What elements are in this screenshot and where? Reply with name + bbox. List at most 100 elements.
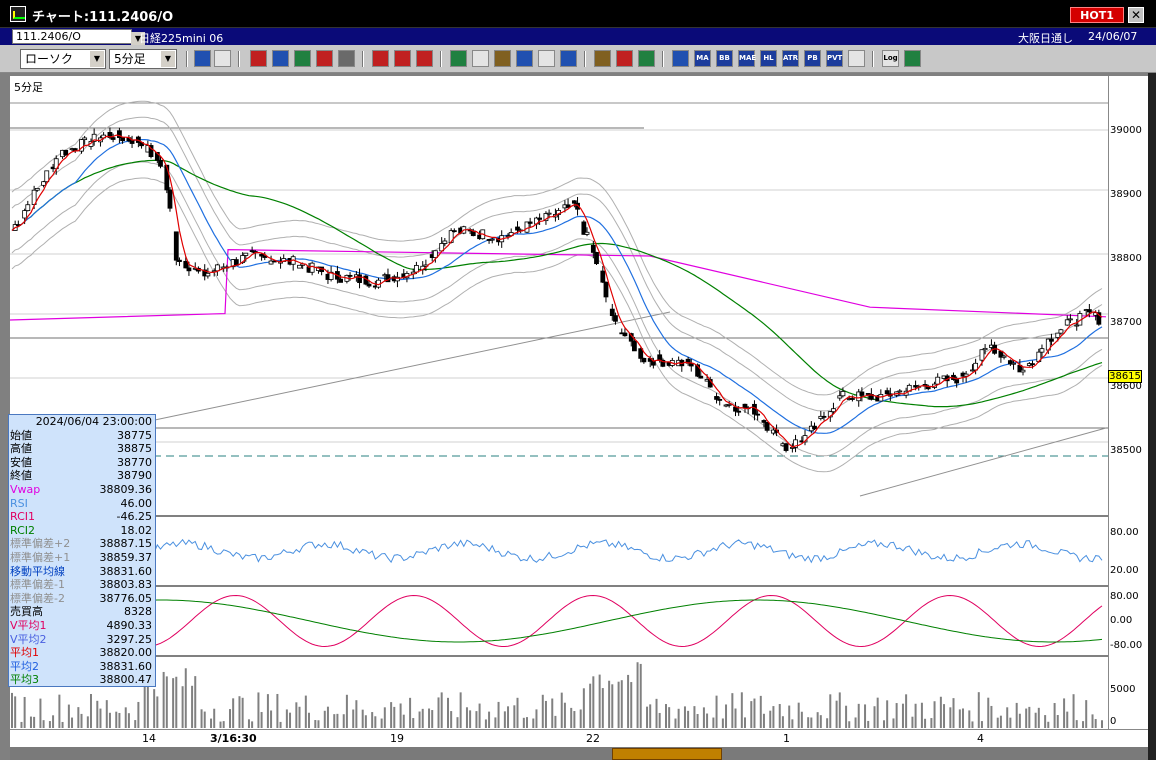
data-row-value: 38800.47 xyxy=(99,673,153,687)
rci-tick-label: 0.00 xyxy=(1110,615,1133,626)
candle-body xyxy=(793,439,798,448)
symbol-input[interactable]: 111.2406/O ▼ xyxy=(12,29,145,45)
price-chart-svg[interactable] xyxy=(9,76,1108,729)
line-draw-icon[interactable] xyxy=(450,50,467,67)
data-row: RCI1 -46.25 xyxy=(9,510,155,524)
cross-icon[interactable] xyxy=(316,50,333,67)
data-window-rows: 始値 38775 高値 38875 安値 38770 終値 38790 Vwap 38809.36… xyxy=(9,429,155,687)
volume-bar xyxy=(683,706,686,728)
bollinger-band xyxy=(11,116,1103,412)
pb-button[interactable]: PB xyxy=(804,50,821,67)
period-select[interactable]: 5分足 ▼ xyxy=(109,49,177,69)
data-row: 売買高 8328 xyxy=(9,605,155,619)
palette-icon[interactable] xyxy=(638,50,655,67)
chart-type-select[interactable]: ローソク ▼ xyxy=(20,49,106,69)
volume-bar xyxy=(706,713,709,728)
y-tick-label: 38700 xyxy=(1110,317,1142,328)
volume-bar xyxy=(1101,720,1103,728)
volume-bar xyxy=(484,719,487,728)
wrench-icon[interactable] xyxy=(616,50,633,67)
disabled-icon[interactable] xyxy=(338,50,355,67)
add-chart-icon[interactable] xyxy=(904,50,921,67)
volume-bar xyxy=(203,711,206,728)
volume-bar xyxy=(731,693,734,728)
candle-body xyxy=(158,159,163,167)
title-bar[interactable]: チャート:111.2406/O HOT1 ✕ xyxy=(0,0,1156,28)
zoom-out-icon[interactable] xyxy=(214,50,231,67)
ma-button[interactable]: MA xyxy=(694,50,711,67)
volume-bar xyxy=(601,688,604,728)
bb-button[interactable]: BB xyxy=(716,50,733,67)
close-window-button[interactable]: ✕ xyxy=(1128,7,1144,23)
volume-bar xyxy=(115,711,118,728)
volume-bar xyxy=(352,709,355,728)
volume-bar xyxy=(374,716,377,728)
arrow-icon[interactable] xyxy=(516,50,533,67)
data-row-label: 移動平均線 xyxy=(10,564,65,578)
plot-area[interactable] xyxy=(9,76,1108,729)
download-icon[interactable] xyxy=(250,50,267,67)
trend-icon[interactable] xyxy=(472,50,489,67)
candle-body xyxy=(584,231,590,235)
volume-bar xyxy=(447,697,449,728)
scrollbar-thumb[interactable] xyxy=(612,748,722,760)
rsi-line xyxy=(11,538,1103,564)
volume-bar xyxy=(1053,703,1056,728)
volume-bar xyxy=(1006,707,1009,728)
document-icon[interactable] xyxy=(538,50,555,67)
trash-icon[interactable] xyxy=(560,50,577,67)
mae-button[interactable]: MAE xyxy=(738,50,756,67)
volume-bar xyxy=(124,707,127,728)
candle-body xyxy=(442,240,448,244)
log-button[interactable]: Log xyxy=(882,50,899,67)
price-axis[interactable] xyxy=(1108,76,1148,729)
atr-button[interactable]: ATR xyxy=(782,50,799,67)
grid-icon[interactable] xyxy=(672,50,689,67)
candle-all-icon[interactable] xyxy=(394,50,411,67)
volume-bar xyxy=(876,697,879,728)
volume-bar xyxy=(162,671,165,728)
ma-mid-line xyxy=(11,139,1103,434)
hl-button[interactable]: HL xyxy=(760,50,777,67)
zoom-in-icon[interactable] xyxy=(194,50,211,67)
toolbar-separator xyxy=(238,51,240,67)
volume-bar xyxy=(497,701,500,728)
volume-bar xyxy=(295,702,298,728)
chevron-down-icon[interactable]: ▼ xyxy=(131,32,145,45)
candle-body xyxy=(897,390,903,393)
data-row: 平均3 38800.47 xyxy=(9,673,155,687)
toolbar-separator xyxy=(872,51,874,67)
candle-body xyxy=(571,200,577,204)
x-tick-label: 3/16:30 xyxy=(210,732,257,745)
volume-bar xyxy=(996,717,999,728)
volume-bar xyxy=(725,704,728,728)
candle-body xyxy=(338,278,343,283)
volume-bar xyxy=(987,697,990,728)
volume-bar xyxy=(459,692,462,728)
all-icon[interactable] xyxy=(416,50,433,67)
chart-type-value: ローソク xyxy=(25,52,74,66)
data-row: 高値 38875 xyxy=(9,442,155,456)
pvt-button[interactable]: PVT xyxy=(826,50,843,67)
hot1-button[interactable]: HOT1 xyxy=(1070,7,1124,23)
gear-icon[interactable] xyxy=(594,50,611,67)
volume-bar xyxy=(14,696,17,728)
cursor-icon[interactable] xyxy=(494,50,511,67)
volume-bar xyxy=(971,721,974,728)
candle-red-icon[interactable] xyxy=(372,50,389,67)
data-row-label: 標準偏差+2 xyxy=(10,537,71,551)
volume-bar xyxy=(541,694,544,728)
data-row-label: 標準偏差-1 xyxy=(10,578,65,592)
window-icon[interactable] xyxy=(848,50,865,67)
period-chart-icon[interactable] xyxy=(294,50,311,67)
candle-body xyxy=(650,360,656,366)
candle-body xyxy=(714,396,719,400)
data-row: RSI 46.00 xyxy=(9,497,155,511)
volume-bar xyxy=(194,676,197,728)
horizontal-scrollbar[interactable] xyxy=(10,747,1148,760)
info-bar: 111.2406/O ▼ 日経225mini 06 大阪日通し 24/06/07 xyxy=(0,28,1156,45)
volume-bar xyxy=(646,706,649,728)
magnify-icon[interactable] xyxy=(272,50,289,67)
candle-body xyxy=(821,415,827,418)
trend-line xyxy=(859,427,1107,497)
